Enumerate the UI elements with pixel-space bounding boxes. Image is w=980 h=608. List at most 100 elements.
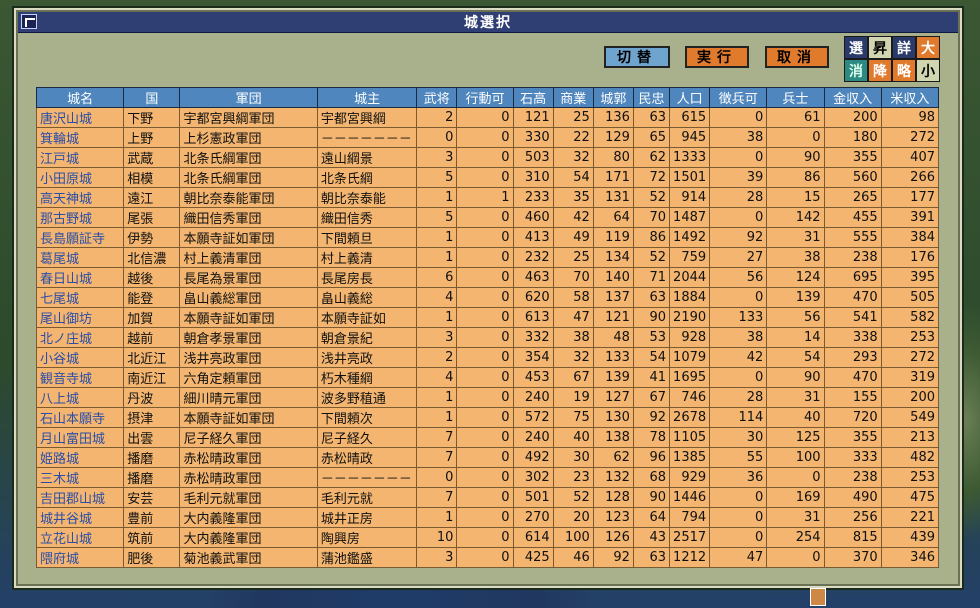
castle-name-cell[interactable]: 唐沢山城 (35, 107, 125, 128)
castle-name-cell[interactable]: 八上城 (35, 387, 125, 408)
window-menu-icon[interactable] (21, 14, 37, 29)
table-row[interactable]: 小谷城 北近江 浅井亮政軍団 浅井亮政 2 0 354 32 133 54 1079 42 54 293 2… (35, 347, 940, 368)
large-toggle[interactable]: 大 (916, 36, 940, 59)
table-row[interactable]: 那古野城 尾張 織田信秀軍団 織田信秀 5 0 460 42 64 70 1487 0 142 455 39… (35, 207, 940, 228)
column-header[interactable]: 行動可 (456, 87, 514, 108)
table-cell: －－－－－－－ (316, 467, 418, 488)
castle-name-cell[interactable]: 那古野城 (35, 207, 125, 228)
table-cell: 出雲 (123, 427, 181, 448)
table-cell: 波多野稙通 (316, 387, 418, 408)
table-row[interactable]: 七尾城 能登 畠山義総軍団 畠山義総 4 0 620 58 137 63 1884 0 139 470 50… (35, 287, 940, 308)
castle-name-cell[interactable]: 箕輪城 (35, 127, 125, 148)
table-cell: 本願寺証如 (316, 307, 418, 328)
table-cell: 41 (632, 367, 671, 388)
castle-name-cell[interactable]: 尾山御坊 (35, 307, 125, 328)
summary-toggle[interactable]: 略 (892, 59, 916, 82)
table-cell: 221 (880, 507, 940, 528)
table-row[interactable]: 城井谷城 豊前 大内義隆軍団 城井正房 1 0 270 20 123 64 794 0 31 256 221 (35, 507, 940, 528)
castle-name-cell[interactable]: 七尾城 (35, 287, 125, 308)
table-cell: 0 (709, 207, 768, 228)
column-header[interactable]: 城主 (316, 87, 418, 108)
switch-button[interactable]: 切替 (604, 46, 670, 68)
table-row[interactable]: 葛尾城 北信濃 村上義清軍団 村上義清 1 0 232 25 134 52 759 27 38 238 17… (35, 247, 940, 268)
column-header[interactable]: 金収入 (823, 87, 882, 108)
castle-name-cell[interactable]: 姫路城 (35, 447, 125, 468)
table-cell: 200 (880, 387, 940, 408)
cancel-button[interactable]: 取消 (765, 46, 829, 68)
table-row[interactable]: 三木城 播磨 赤松晴政軍団 －－－－－－－ 0 0 302 23 132 68 929 36 0 238 2… (35, 467, 940, 488)
table-body: 唐沢山城 下野 宇都宮興綱軍団 宇都宮興綱 2 0 121 25 136 63 615 0 61 200 9… (35, 107, 940, 568)
table-cell: 0 (456, 407, 514, 428)
castle-name-cell[interactable]: 三木城 (35, 467, 125, 488)
table-row[interactable]: 姫路城 播磨 赤松晴政軍団 赤松晴政 7 0 492 30 62 96 1385 55 100 333 48… (35, 447, 940, 468)
castle-name-cell[interactable]: 隈府城 (35, 547, 125, 568)
table-cell: 赤松晴政軍団 (179, 467, 318, 488)
castle-name-cell[interactable]: 月山富田城 (35, 427, 125, 448)
table-row[interactable]: 観音寺城 南近江 六角定頼軍団 朽木種綱 4 0 453 67 139 41 1695 0 90 470 3… (35, 367, 940, 388)
execute-button[interactable]: 実行 (685, 46, 749, 68)
castle-name-cell[interactable]: 観音寺城 (35, 367, 125, 388)
table-cell: 86 (632, 227, 671, 248)
table-row[interactable]: 高天神城 遠江 朝比奈泰能軍団 朝比奈泰能 1 1 233 35 131 52 914 28 15 265… (35, 187, 940, 208)
column-header[interactable]: 城名 (35, 87, 125, 108)
column-header[interactable]: 米収入 (880, 87, 940, 108)
table-cell: 7 (416, 447, 458, 468)
clear-toggle[interactable]: 消 (844, 59, 868, 82)
column-header[interactable]: 民忠 (632, 87, 671, 108)
castle-name-cell[interactable]: 北ノ庄城 (35, 327, 125, 348)
table-row[interactable]: 小田原城 相模 北条氏綱軍団 北条氏綱 5 0 310 54 171 72 1501 39 86 560 2… (35, 167, 940, 188)
table-row[interactable]: 八上城 丹波 細川晴元軍団 波多野稙通 1 0 240 19 127 67 746 28 31 155 20… (35, 387, 940, 408)
table-cell: 本願寺証如軍団 (179, 227, 318, 248)
table-row[interactable]: 箕輪城 上野 上杉憲政軍団 －－－－－－－ 0 0 330 22 129 65 945 38 0 180 2… (35, 127, 940, 148)
castle-name-cell[interactable]: 春日山城 (35, 267, 125, 288)
castle-name-cell[interactable]: 高天神城 (35, 187, 125, 208)
table-cell: 朝倉孝景軍団 (179, 327, 318, 348)
table-row[interactable]: 唐沢山城 下野 宇都宮興綱軍団 宇都宮興綱 2 0 121 25 136 63 615 0 61 200 9… (35, 107, 940, 128)
column-header[interactable]: 徴兵可 (709, 87, 768, 108)
castle-name-cell[interactable]: 小田原城 (35, 167, 125, 188)
table-cell: 0 (456, 467, 514, 488)
table-cell: 171 (592, 167, 634, 188)
castle-name-cell[interactable]: 立花山城 (35, 527, 125, 548)
table-cell: 90 (632, 307, 671, 328)
table-row[interactable]: 北ノ庄城 越前 朝倉孝景軍団 朝倉景紀 3 0 332 38 48 53 928 38 14 338 253 (35, 327, 940, 348)
column-header[interactable]: 商業 (552, 87, 594, 108)
table-row[interactable]: 立花山城 筑前 大内義隆軍団 陶興房 10 0 614 100 126 43 2517 0 254 815… (35, 527, 940, 548)
castle-name-cell[interactable]: 江戸城 (35, 147, 125, 168)
castle-name-cell[interactable]: 吉田郡山城 (35, 487, 125, 508)
table-cell: 1385 (669, 447, 711, 468)
column-header[interactable]: 人口 (669, 87, 711, 108)
small-toggle[interactable]: 小 (916, 59, 940, 82)
table-cell: 0 (709, 487, 768, 508)
table-cell: 272 (880, 347, 940, 368)
select-toggle[interactable]: 選 (844, 36, 868, 59)
table-row[interactable]: 江戸城 武蔵 北条氏綱軍団 遠山綱景 3 0 503 32 80 62 1333 0 90 355 407 (35, 147, 940, 168)
table-cell: 0 (709, 287, 768, 308)
ascending-toggle[interactable]: 昇 (868, 36, 892, 59)
column-header[interactable]: 武将 (416, 87, 458, 108)
descending-toggle[interactable]: 降 (868, 59, 892, 82)
column-header[interactable]: 城郭 (592, 87, 634, 108)
column-header[interactable]: 国 (123, 87, 181, 108)
castle-name-cell[interactable]: 葛尾城 (35, 247, 125, 268)
table-cell: 0 (456, 447, 514, 468)
table-row[interactable]: 長島願証寺 伊勢 本願寺証如軍団 下間頼旦 1 0 413 49 119 86 1492 92 31 55… (35, 227, 940, 248)
table-row[interactable]: 隈府城 肥後 菊池義武軍団 蒲池鑑盛 3 0 425 46 92 63 1212 47 0 370 346 (35, 547, 940, 568)
table-row[interactable]: 月山富田城 出雲 尼子経久軍団 尼子経久 7 0 240 40 138 78 1105 30 125 35… (35, 427, 940, 448)
column-header[interactable]: 石高 (512, 87, 554, 108)
detail-toggle[interactable]: 詳 (892, 36, 916, 59)
table-cell: 42 (552, 207, 594, 228)
castle-name-cell[interactable]: 石山本願寺 (35, 407, 125, 428)
table-cell: 131 (592, 187, 634, 208)
column-header[interactable]: 兵士 (766, 87, 825, 108)
castle-name-cell[interactable]: 長島願証寺 (35, 227, 125, 248)
table-row[interactable]: 春日山城 越後 長尾為景軍団 長尾房長 6 0 463 70 140 71 2044 56 124 695… (35, 267, 940, 288)
castle-name-cell[interactable]: 小谷城 (35, 347, 125, 368)
table-cell: 355 (823, 147, 882, 168)
table-row[interactable]: 石山本願寺 摂津 本願寺証如軍団 下間頼次 1 0 572 75 130 92 2678 114 40 7… (35, 407, 940, 428)
table-row[interactable]: 尾山御坊 加賀 本願寺証如軍団 本願寺証如 1 0 613 47 121 90 2190 133 56 5… (35, 307, 940, 328)
column-header[interactable]: 軍団 (179, 87, 318, 108)
table-cell: 38 (709, 127, 768, 148)
castle-name-cell[interactable]: 城井谷城 (35, 507, 125, 528)
table-row[interactable]: 吉田郡山城 安芸 毛利元就軍団 毛利元就 7 0 501 52 128 90 1446 0 169 490… (35, 487, 940, 508)
